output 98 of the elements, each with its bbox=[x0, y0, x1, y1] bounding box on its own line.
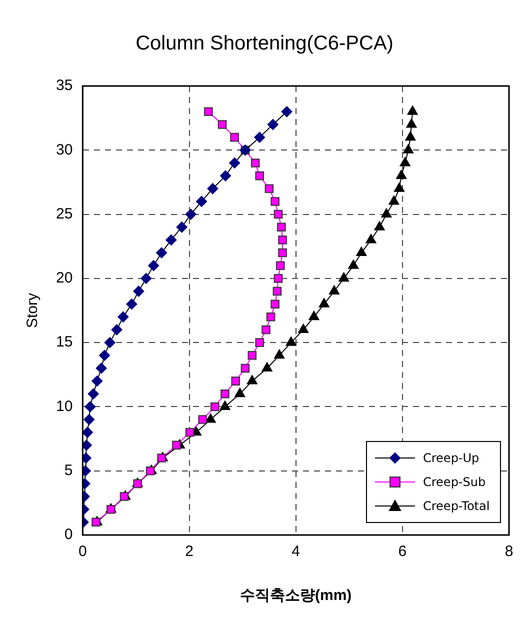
point bbox=[246, 375, 258, 384]
point bbox=[308, 310, 320, 320]
y-tick-label: 25 bbox=[56, 205, 73, 222]
point bbox=[104, 337, 116, 348]
point bbox=[348, 260, 359, 269]
point bbox=[204, 107, 213, 116]
point bbox=[255, 338, 264, 347]
y-tick-label: 20 bbox=[56, 270, 73, 287]
point bbox=[231, 376, 240, 386]
y-axis-title: Story bbox=[24, 292, 42, 328]
point bbox=[400, 156, 410, 166]
point bbox=[266, 312, 276, 322]
point bbox=[111, 324, 122, 336]
x-tick-label: 0 bbox=[78, 543, 87, 560]
point bbox=[270, 197, 280, 206]
point bbox=[278, 248, 287, 258]
point bbox=[118, 311, 129, 322]
point bbox=[254, 132, 266, 143]
point bbox=[84, 401, 96, 412]
point bbox=[166, 234, 177, 246]
point bbox=[264, 184, 274, 194]
x-axis-title: 수직축소량(mm) bbox=[240, 587, 352, 604]
point bbox=[394, 182, 404, 192]
point bbox=[234, 388, 246, 398]
point bbox=[218, 120, 227, 129]
point bbox=[298, 324, 309, 333]
point bbox=[176, 222, 188, 233]
point bbox=[356, 246, 367, 256]
point bbox=[286, 336, 296, 346]
x-tick-label: 8 bbox=[504, 543, 514, 560]
x-tick-label: 6 bbox=[398, 543, 407, 560]
point bbox=[230, 132, 239, 142]
point bbox=[272, 286, 282, 296]
point bbox=[210, 402, 220, 412]
point bbox=[270, 300, 280, 308]
y-tick-label: 30 bbox=[56, 141, 73, 158]
legend-label: Creep-Sub bbox=[423, 475, 486, 489]
chart-title: Column Shortening(C6-PCA) bbox=[136, 32, 394, 55]
y-tick-label: 35 bbox=[56, 77, 73, 94]
point bbox=[240, 364, 250, 373]
point bbox=[220, 400, 230, 410]
point bbox=[338, 272, 350, 282]
point bbox=[84, 414, 95, 426]
point bbox=[126, 298, 138, 310]
point bbox=[281, 106, 292, 118]
point bbox=[318, 298, 330, 308]
legend-label: Creep-Total bbox=[423, 499, 490, 513]
point bbox=[220, 389, 230, 398]
point bbox=[96, 362, 107, 374]
point bbox=[99, 350, 110, 361]
point bbox=[196, 196, 208, 207]
point bbox=[366, 234, 376, 244]
point bbox=[207, 183, 218, 194]
point bbox=[274, 210, 283, 219]
point bbox=[92, 518, 100, 527]
point bbox=[262, 325, 270, 334]
point bbox=[406, 118, 417, 128]
point bbox=[255, 171, 264, 180]
point bbox=[185, 428, 194, 437]
point bbox=[248, 351, 257, 360]
point bbox=[374, 221, 385, 230]
x-tick-label: 2 bbox=[185, 543, 194, 560]
point bbox=[148, 260, 160, 272]
point bbox=[328, 285, 340, 295]
y-tick-label: 0 bbox=[64, 526, 73, 544]
point bbox=[403, 144, 414, 154]
legend-label: Creep-Up bbox=[423, 451, 480, 465]
point bbox=[92, 376, 103, 387]
y-tick-label: 10 bbox=[56, 398, 73, 415]
point bbox=[250, 158, 260, 168]
point bbox=[205, 414, 216, 423]
point bbox=[381, 208, 392, 218]
point bbox=[405, 131, 416, 141]
point bbox=[172, 440, 181, 450]
point bbox=[229, 157, 240, 168]
point bbox=[185, 208, 196, 220]
point bbox=[276, 261, 285, 270]
point bbox=[274, 349, 285, 359]
point bbox=[396, 170, 407, 180]
point bbox=[82, 426, 93, 438]
point bbox=[262, 362, 272, 372]
point bbox=[156, 247, 168, 258]
point bbox=[88, 388, 99, 400]
point bbox=[157, 454, 166, 462]
point bbox=[146, 466, 155, 476]
point bbox=[267, 118, 278, 130]
x-tick-label: 4 bbox=[292, 543, 300, 560]
point bbox=[274, 274, 283, 283]
point bbox=[133, 286, 144, 297]
point bbox=[198, 415, 207, 424]
y-tick-label: 5 bbox=[64, 462, 73, 479]
point bbox=[278, 236, 287, 244]
point bbox=[388, 195, 400, 205]
point bbox=[220, 170, 231, 182]
y-tick-label: 15 bbox=[56, 334, 73, 351]
point bbox=[277, 222, 286, 232]
point bbox=[407, 106, 418, 115]
point bbox=[140, 272, 152, 284]
